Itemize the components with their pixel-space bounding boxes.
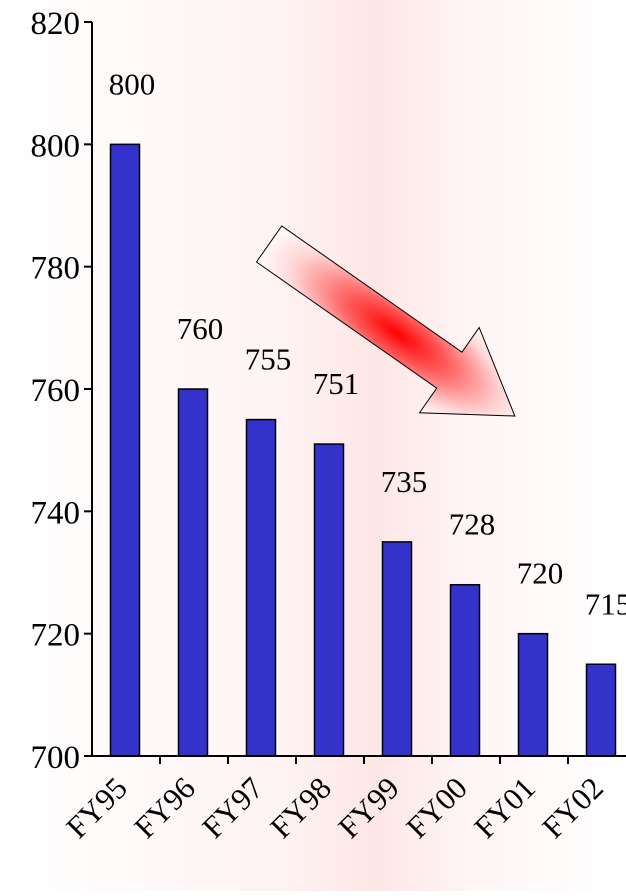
y-tick-label: 760 xyxy=(31,373,81,409)
y-tick-label: 700 xyxy=(31,740,81,776)
bar-fy02 xyxy=(587,664,616,756)
data-label-fy95: 800 xyxy=(109,66,156,101)
y-tick-label: 740 xyxy=(31,495,81,531)
y-tick-label: 720 xyxy=(31,618,81,654)
data-label-fy98: 751 xyxy=(313,366,360,401)
data-label-fy96: 760 xyxy=(177,311,224,346)
bar-fy96 xyxy=(179,389,208,756)
bar-fy97 xyxy=(247,420,276,756)
bar-fy00 xyxy=(451,585,480,756)
bar-fy95 xyxy=(111,144,140,756)
y-tick-label: 820 xyxy=(31,6,81,42)
data-label-fy99: 735 xyxy=(381,464,428,499)
y-tick-label: 800 xyxy=(31,128,81,164)
bar-fy01 xyxy=(519,634,548,756)
data-label-fy01: 720 xyxy=(517,556,564,591)
y-tick-label: 780 xyxy=(31,251,81,287)
data-label-fy00: 728 xyxy=(449,507,496,542)
data-label-fy02: 715 xyxy=(585,586,626,621)
data-label-fy97: 755 xyxy=(245,342,292,377)
bar-fy99 xyxy=(383,542,412,756)
bar-fy98 xyxy=(315,444,344,756)
